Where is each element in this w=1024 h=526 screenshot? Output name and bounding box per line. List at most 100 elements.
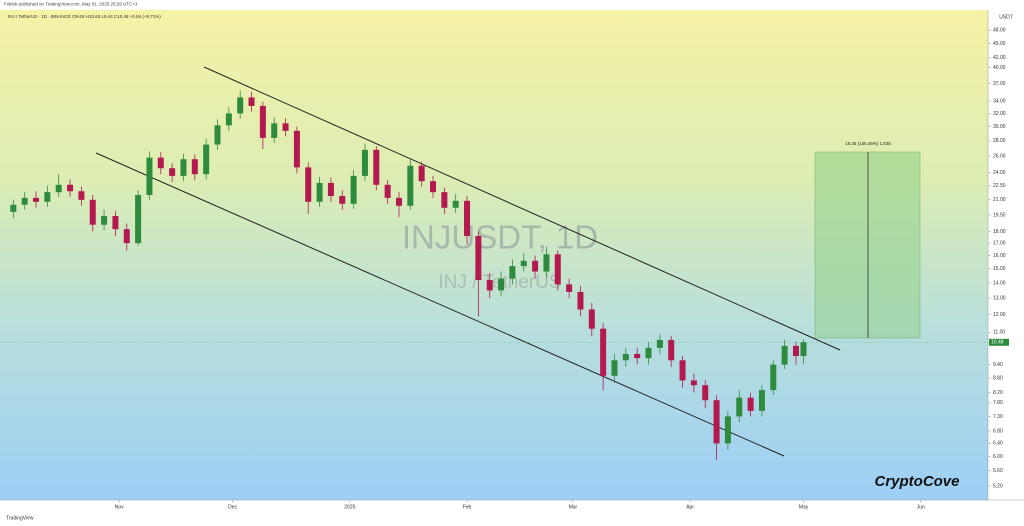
candle-body bbox=[55, 184, 62, 193]
candle-body bbox=[441, 192, 448, 208]
candle-body bbox=[690, 380, 697, 386]
candle-body bbox=[259, 105, 266, 138]
y-tick-label: 5.20 bbox=[993, 483, 1003, 489]
candle-body bbox=[724, 416, 731, 444]
y-tick-label: 18.00 bbox=[993, 229, 1006, 235]
price-axis-background bbox=[988, 10, 1024, 500]
candle-body bbox=[588, 309, 595, 329]
x-tick-label: Nov bbox=[115, 504, 124, 510]
candle-body bbox=[89, 199, 96, 225]
publisher-line: Fxblok published on TradingView.com, May… bbox=[4, 2, 138, 7]
candle-body bbox=[702, 385, 709, 401]
candle-body bbox=[668, 339, 675, 361]
y-tick-label: 8.80 bbox=[993, 375, 1003, 381]
candle-body bbox=[679, 360, 686, 381]
candle-body bbox=[634, 353, 641, 359]
candle-body bbox=[123, 229, 130, 244]
footer: TradingView bbox=[6, 515, 34, 521]
candle-body bbox=[781, 345, 788, 365]
candle-body bbox=[395, 197, 402, 206]
candle-body bbox=[180, 159, 187, 176]
candle-body bbox=[611, 360, 618, 376]
candle-body bbox=[237, 97, 244, 114]
candle-body bbox=[339, 195, 346, 204]
candle-body bbox=[78, 191, 85, 200]
candle-body bbox=[373, 149, 380, 185]
x-tick-label: Dec bbox=[228, 504, 237, 510]
x-tick-label: Feb bbox=[463, 504, 472, 510]
watermark-symbol: INJUSDT, 1D bbox=[402, 219, 598, 256]
candle-body bbox=[305, 167, 312, 202]
candle-body bbox=[758, 390, 765, 411]
candle-body bbox=[713, 400, 720, 444]
y-tick-label: 15.00 bbox=[993, 266, 1006, 272]
candle-body bbox=[554, 254, 561, 285]
candle-body bbox=[800, 342, 807, 357]
y-tick-label: 13.00 bbox=[993, 295, 1006, 301]
last-price-label: 10.48 bbox=[991, 340, 1004, 346]
candle-body bbox=[146, 157, 153, 196]
candle-body bbox=[792, 345, 799, 357]
candle-body bbox=[225, 113, 232, 126]
axis-unit: USDT bbox=[999, 14, 1013, 20]
candle-body bbox=[293, 130, 300, 168]
y-tick-label: 16.00 bbox=[993, 253, 1006, 259]
y-tick-label: 19.50 bbox=[993, 212, 1006, 218]
candle-body bbox=[464, 200, 471, 237]
candle-body bbox=[271, 123, 278, 138]
candle-body bbox=[452, 200, 459, 208]
candle-body bbox=[430, 181, 437, 193]
x-tick-label: May bbox=[799, 504, 809, 510]
y-tick-label: 37.00 bbox=[993, 81, 1006, 87]
y-tick-label: 45.00 bbox=[993, 41, 1006, 47]
candle-body bbox=[10, 204, 17, 212]
candle-body bbox=[33, 197, 40, 202]
candle-body bbox=[214, 125, 221, 145]
y-tick-label: 34.00 bbox=[993, 98, 1006, 104]
candle-body bbox=[282, 123, 289, 131]
y-tick-label: 26.00 bbox=[993, 153, 1006, 159]
y-tick-label: 14.00 bbox=[993, 280, 1006, 286]
candle-body bbox=[747, 397, 754, 411]
candle-body bbox=[577, 291, 584, 310]
x-tick-label: Jun bbox=[917, 504, 925, 510]
symbol-line: INJ / TetherUS · 1D · BINANCE O9.65 H10.… bbox=[8, 14, 161, 19]
candle-body bbox=[384, 184, 391, 198]
candle-body bbox=[203, 144, 210, 175]
y-tick-label: 6.80 bbox=[993, 428, 1003, 434]
y-tick-label: 24.00 bbox=[993, 170, 1006, 176]
y-tick-label: 30.00 bbox=[993, 124, 1006, 130]
y-tick-label: 6.00 bbox=[993, 454, 1003, 460]
y-tick-label: 7.30 bbox=[993, 414, 1003, 420]
y-tick-label: 7.80 bbox=[993, 400, 1003, 406]
branding: CryptoCove bbox=[874, 473, 959, 490]
y-tick-label: 42.00 bbox=[993, 55, 1006, 61]
y-tick-label: 48.00 bbox=[993, 28, 1006, 34]
candle-body bbox=[475, 236, 482, 281]
y-tick-label: 21.00 bbox=[993, 197, 1006, 203]
projection-box bbox=[814, 151, 921, 339]
candle-body bbox=[600, 328, 607, 376]
candle-body bbox=[509, 266, 516, 279]
candle-body bbox=[361, 149, 368, 176]
y-tick-label: 9.40 bbox=[993, 362, 1003, 368]
x-tick-label: 2025 bbox=[344, 504, 355, 510]
candle-body bbox=[44, 192, 51, 202]
candle-body bbox=[316, 182, 323, 202]
candle-body bbox=[21, 197, 28, 205]
candle-body bbox=[566, 284, 573, 292]
candle-body bbox=[543, 254, 550, 272]
plot-layer bbox=[10, 90, 807, 461]
x-tick-label: Apr bbox=[686, 504, 694, 510]
candle-body bbox=[736, 397, 743, 417]
y-tick-label: 5.60 bbox=[993, 468, 1003, 474]
candle-body bbox=[327, 182, 334, 196]
candle-body bbox=[645, 347, 652, 359]
last-price-tag bbox=[989, 338, 1009, 346]
candle-body bbox=[112, 216, 119, 230]
y-tick-label: 32.00 bbox=[993, 111, 1006, 117]
candle-body bbox=[418, 165, 425, 182]
candle-body bbox=[532, 260, 539, 272]
y-tick-label: 22.50 bbox=[993, 183, 1006, 189]
